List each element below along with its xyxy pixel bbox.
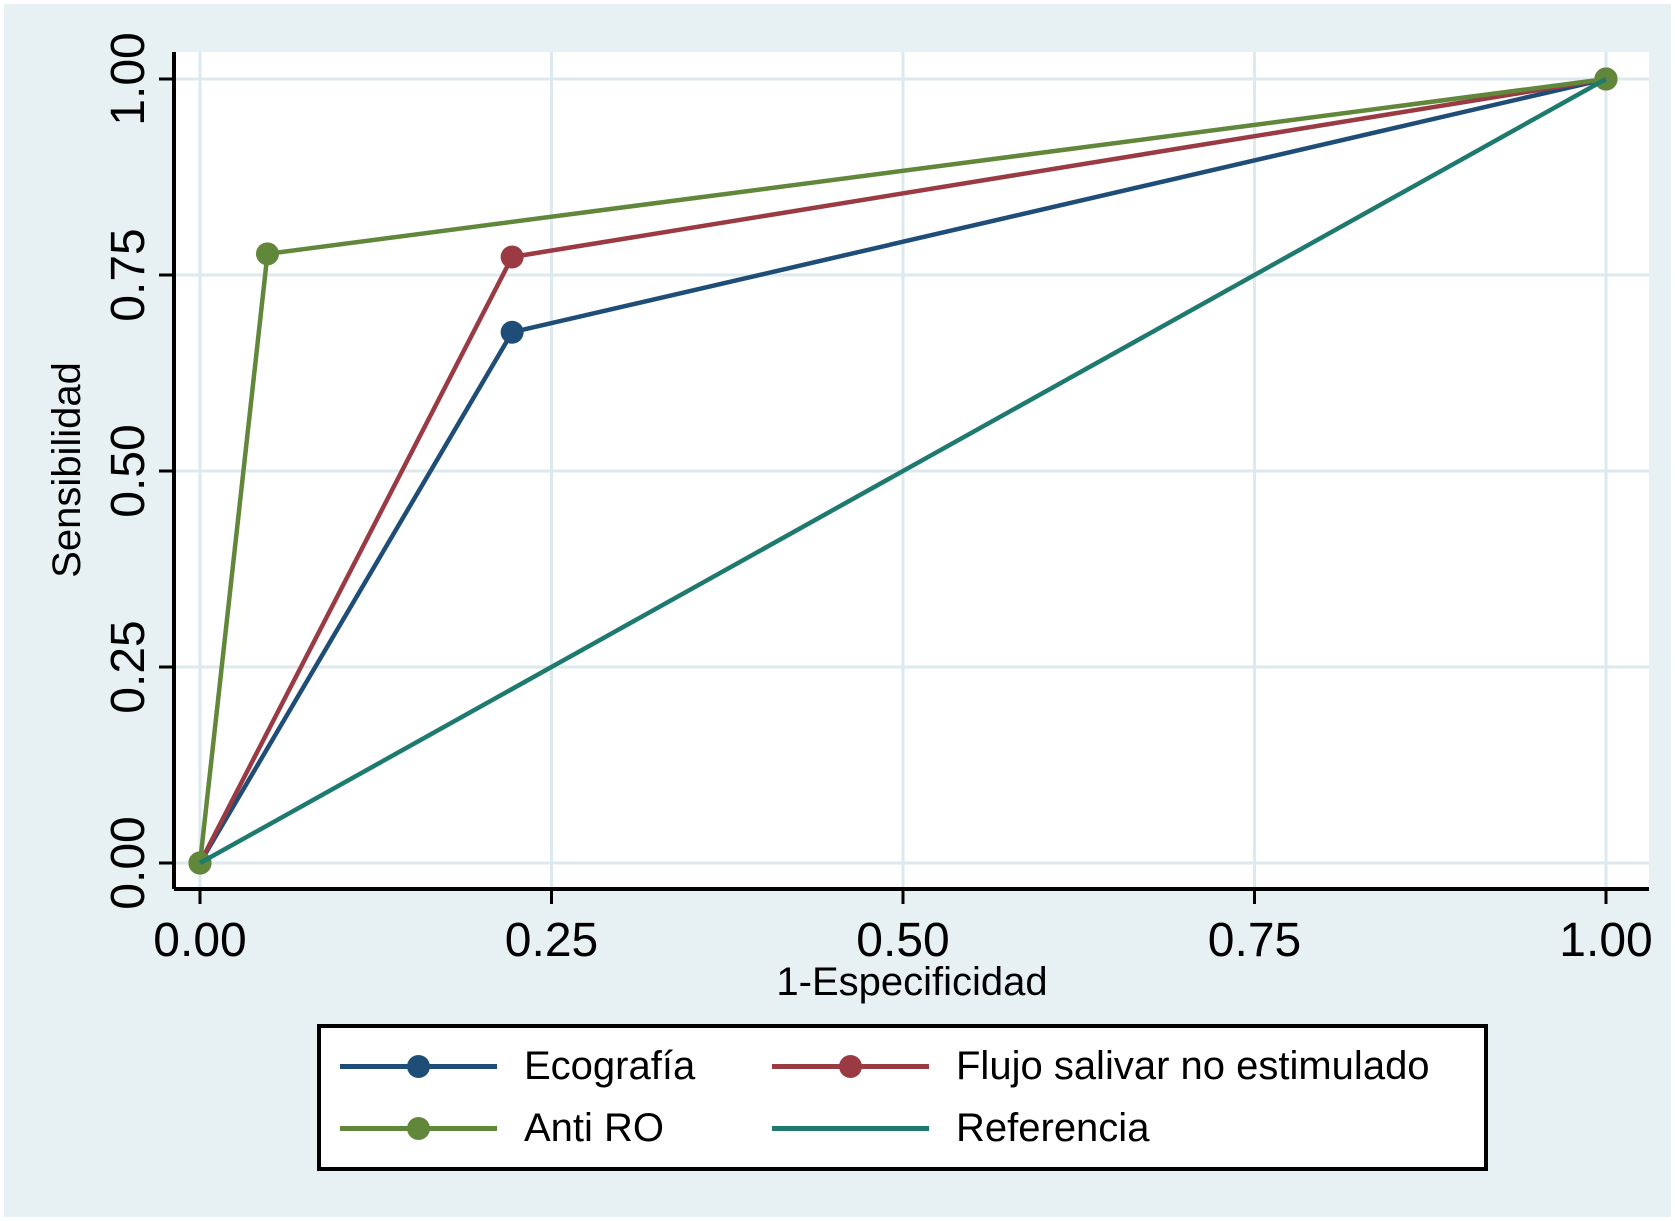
x-tick-label: 0.50 bbox=[856, 914, 949, 967]
x-tick-label: 0.00 bbox=[153, 914, 246, 967]
legend-label-anti-ro: Anti RO bbox=[524, 1106, 665, 1150]
marker-dot-icon bbox=[407, 1055, 430, 1078]
roc-plot-area: 0.00 0.25 0.50 0.75 1.00 0.00 0.25 0.50 0.75 1.00… bbox=[45, 32, 1653, 1004]
legend-key-ecografia bbox=[340, 1041, 497, 1091]
marker-dot-icon bbox=[839, 1055, 862, 1078]
legend-key-anti-ro bbox=[340, 1103, 497, 1153]
x-axis-title: 1-Especificidad bbox=[776, 960, 1047, 1004]
series-3-line bbox=[198, 77, 1608, 865]
legend-label-referencia: Referencia bbox=[956, 1106, 1150, 1150]
y-axis-title: Sensibilidad bbox=[45, 362, 89, 578]
y-tick-label: 0.00 bbox=[102, 816, 155, 909]
legend-item-referencia: Referencia bbox=[772, 1103, 1149, 1153]
x-tick-label: 0.75 bbox=[1208, 914, 1301, 967]
x-tick-label: 0.25 bbox=[505, 914, 598, 967]
y-tick-label: 0.25 bbox=[102, 620, 155, 713]
y-tick-label: 0.75 bbox=[102, 228, 155, 321]
legend: Ecografía Flujo salivar no estimulado An… bbox=[317, 1024, 1488, 1171]
series-1-marker bbox=[500, 245, 524, 269]
legend-item-anti-ro: Anti RO bbox=[340, 1103, 664, 1153]
legend-label-flujo-salivar: Flujo salivar no estimulado bbox=[956, 1044, 1430, 1088]
series-0-marker bbox=[500, 320, 524, 344]
y-tick-label: 0.50 bbox=[102, 424, 155, 517]
y-tick-label: 1.00 bbox=[102, 32, 155, 125]
marker-dot-icon bbox=[407, 1117, 430, 1140]
x-tick-label: 1.00 bbox=[1559, 914, 1652, 967]
line-swatch-icon bbox=[772, 1126, 929, 1131]
legend-key-referencia bbox=[772, 1103, 929, 1153]
series-2-marker bbox=[255, 242, 279, 266]
legend-item-ecografia: Ecografía bbox=[340, 1041, 695, 1091]
legend-item-flujo-salivar: Flujo salivar no estimulado bbox=[772, 1041, 1430, 1091]
legend-key-flujo-salivar bbox=[772, 1041, 929, 1091]
legend-label-ecografia: Ecografía bbox=[524, 1044, 696, 1088]
